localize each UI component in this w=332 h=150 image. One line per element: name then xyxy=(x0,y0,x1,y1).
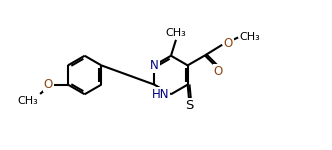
Text: O: O xyxy=(43,78,53,91)
Text: CH₃: CH₃ xyxy=(166,28,186,38)
Text: O: O xyxy=(223,37,233,50)
Text: N: N xyxy=(150,59,159,72)
Text: S: S xyxy=(185,99,194,112)
Text: HN: HN xyxy=(152,88,169,101)
Text: CH₃: CH₃ xyxy=(18,96,39,106)
Text: CH₃: CH₃ xyxy=(240,32,261,42)
Text: O: O xyxy=(213,65,223,78)
